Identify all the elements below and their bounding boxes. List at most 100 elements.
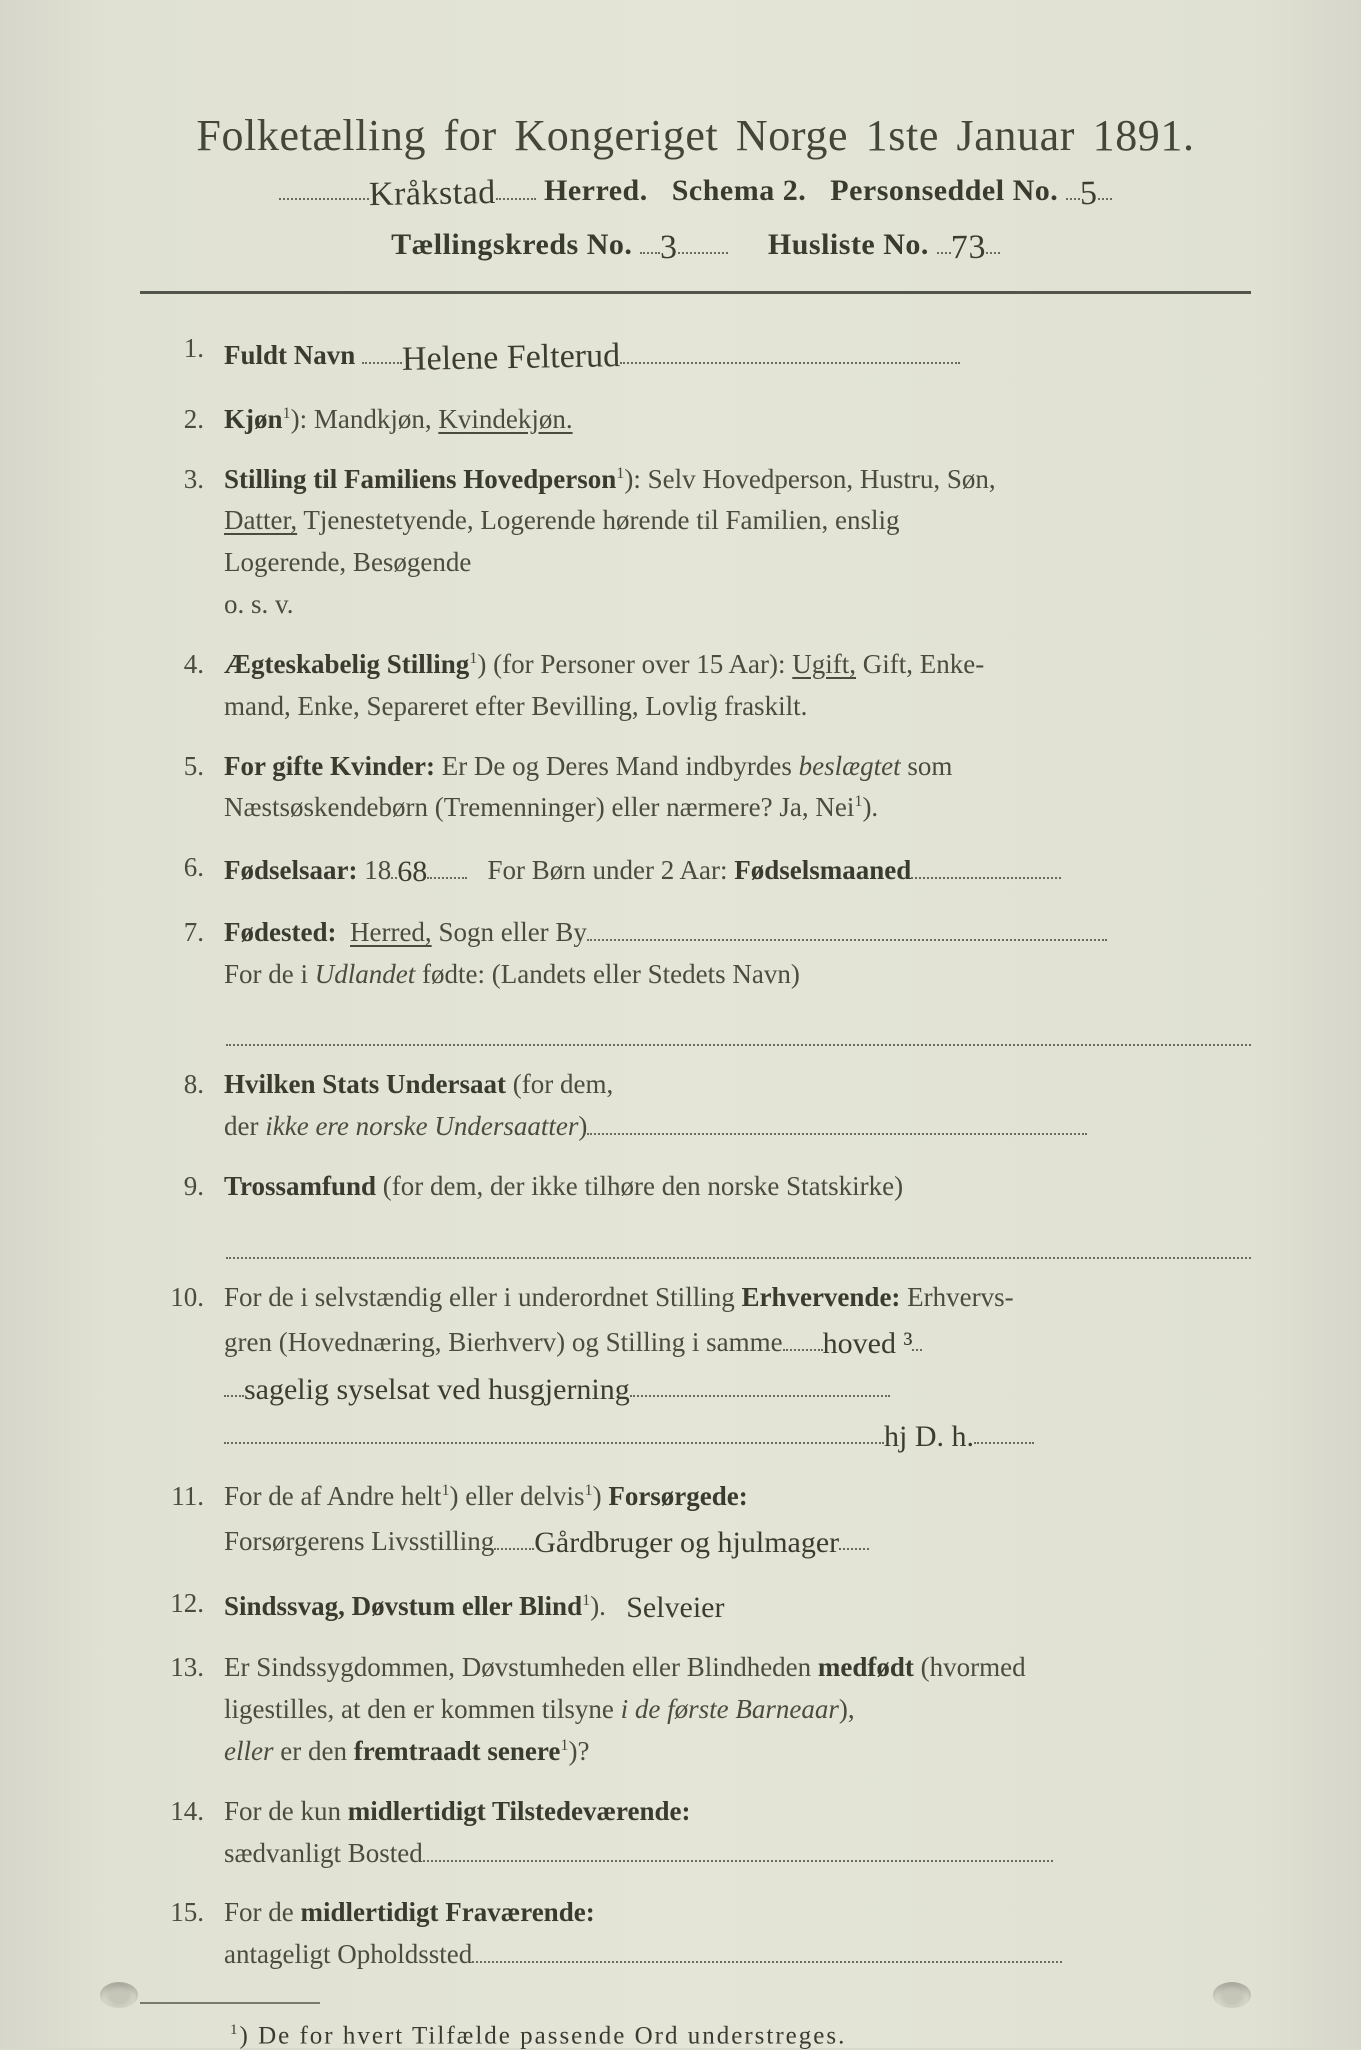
header-line-2: Tællingskreds No. 3 Husliste No. 73 [140,225,1251,263]
q12: 12. Sindssvag, Døvstum eller Blind1). Se… [140,1583,1251,1630]
q7-underlined: Herred, [350,917,432,947]
q15-line1a: For de [224,1897,301,1927]
main-title: Folketælling for Kongeriget Norge 1ste J… [140,110,1251,161]
q10-hand1: hoved ³ [823,1321,913,1368]
q13-line1a: Er Sindssygdommen, Døvstumheden eller Bl… [224,1652,818,1682]
q4-rest2: mand, Enke, Separeret efter Bevilling, L… [224,691,807,721]
rule-divider [140,291,1251,294]
q13-line3c: fremtraadt senere [354,1736,561,1766]
q13-line2c: ), [839,1694,855,1724]
q8-line1b: (for dem, [506,1069,613,1099]
q13-line3b: er den [273,1736,353,1766]
header-line-1: Kråkstad Herred. Schema 2. Personseddel … [140,171,1251,209]
q9-num: 9. [140,1166,224,1259]
census-form-sheet: Folketælling for Kongeriget Norge 1ste J… [0,0,1361,2048]
herred-value: Kråkstad [369,174,496,214]
q15-line1b: midlertidigt Fraværende: [301,1897,595,1927]
q6-year: 68 [397,849,427,896]
q14-num: 14. [140,1791,224,1875]
q13-line2a: ligestilles, at den er kommen tilsyne [224,1694,621,1724]
punch-hole-left [100,1982,138,2008]
schema-label: Schema 2. [672,174,807,207]
q10-line1c: Erhvervs- [900,1282,1013,1312]
q14-line1b: midlertidigt Tilstedeværende: [348,1796,691,1826]
q5-line2b: ). [862,792,878,822]
q7-line2c: fødte: (Landets eller Stedets Navn) [415,959,800,989]
q5-line1a: For gifte Kvinder: [224,751,435,781]
q4-lead: Ægteskabelig Stilling [224,649,469,679]
q4-mid: ) (for Personer over 15 Aar): [477,649,792,679]
q8-num: 8. [140,1064,224,1148]
q10-line1a: For de i selvstændig eller i underordnet… [224,1282,741,1312]
q12-label: Sindssvag, Døvstum eller Blind [224,1591,582,1621]
q14: 14. For de kun midlertidigt Tilstedevære… [140,1791,1251,1875]
q2-label-a: Kjøn [224,404,283,434]
personseddel-label: Personseddel No. [830,174,1058,207]
q1-label: Fuldt Navn [224,340,355,370]
q10-line2: gren (Hovednæring, Bierhverv) og Stillin… [224,1327,783,1357]
q10: 10. For de i selvstændig eller i underor… [140,1277,1251,1458]
q6-prefix: 18 [357,855,391,885]
q2-underlined: Kvindekjøn. [438,404,572,434]
q2-num: 2. [140,399,224,441]
q1-value: Helene Felterud [402,330,621,386]
q4-underlined: Ugift, [792,649,856,679]
personseddel-no: 5 [1080,175,1098,213]
q11-line1a: For de af Andre helt [224,1481,441,1511]
q3-underlined: Datter, [224,505,297,535]
q5-num: 5. [140,746,224,830]
q6: 6. Fødselsaar: 1868 For Børn under 2 Aar… [140,847,1251,894]
q3-rest3: Logerende, Besøgende [224,547,471,577]
q1: 1. Fuldt Navn Helene Felterud [140,328,1251,381]
q8-line2b: ikke ere norske Undersaatter [265,1111,578,1141]
q5-line1d: som [901,751,953,781]
kreds-label: Tællingskreds No. [391,228,632,261]
q11-num: 11. [140,1476,224,1564]
q3-rest1: ): Selv Hovedperson, Hustru, Søn, [624,464,995,494]
q6-label-b: For Børn under 2 Aar: [487,855,734,885]
q2-label-b: ): Mandkjøn, [291,404,439,434]
herred-label: Herred. [544,174,648,207]
q8-line1: Hvilken Stats Undersaat [224,1069,506,1099]
q11-line2: Forsørgerens Livsstilling [224,1526,494,1556]
footnote-text: ) De for hvert Tilfælde passende Ord und… [240,2022,847,2049]
q7: 7. Fødested: Herred, Sogn eller By For d… [140,912,1251,1047]
q11-line1b: ) eller delvis [450,1481,585,1511]
q10-hand3: hj D. h. [884,1414,974,1461]
q12-num: 12. [140,1583,224,1630]
q15-line2: antageligt Opholdssted [224,1939,472,1969]
husliste-no: 73 [951,229,987,268]
q13-num: 13. [140,1647,224,1773]
question-list: 1. Fuldt Navn Helene Felterud 2. Kjøn1):… [140,328,1251,1976]
q12-hand: Selveier [626,1585,724,1632]
q9: 9. Trossamfund (for dem, der ikke tilhør… [140,1166,1251,1259]
punch-hole-right [1213,1982,1251,2008]
q5-line2a: Næstsøskendebørn (Tremenninger) eller næ… [224,792,854,822]
q7-label: Fødested: [224,917,336,947]
q10-num: 10. [140,1277,224,1458]
kreds-no: 3 [660,229,678,267]
q8-line2a: der [224,1111,265,1141]
q9-lead: Trossamfund [224,1171,376,1201]
q11-hand: Gårdbruger og hjulmager [534,1520,839,1567]
q11: 11. For de af Andre helt1) eller delvis1… [140,1476,1251,1564]
q7-line2a: For de i [224,959,315,989]
q10-line1b: Erhvervende: [741,1282,900,1312]
q3-rest2: Tjenestetyende, Logerende hørende til Fa… [297,505,899,535]
q11-line1c: ) [593,1481,609,1511]
q14-line1a: For de kun [224,1796,348,1826]
q5-line1b: Er De og Deres Mand indbyrdes [435,751,799,781]
q15: 15. For de midlertidigt Fraværende: anta… [140,1892,1251,1976]
footnote: 1) De for hvert Tilfælde passende Ord un… [140,2022,1251,2050]
q7-rest: Sogn eller By [432,917,587,947]
q6-num: 6. [140,847,224,894]
q1-num: 1. [140,328,224,381]
q15-num: 15. [140,1892,224,1976]
q13-line3d: )? [568,1736,589,1766]
q4-rest1: Gift, Enke- [856,649,984,679]
q3-num: 3. [140,459,224,626]
q13-line1b: medfødt [818,1652,914,1682]
q5-line1c: beslægtet [799,751,901,781]
q7-num: 7. [140,912,224,1047]
husliste-label: Husliste No. [768,228,929,261]
